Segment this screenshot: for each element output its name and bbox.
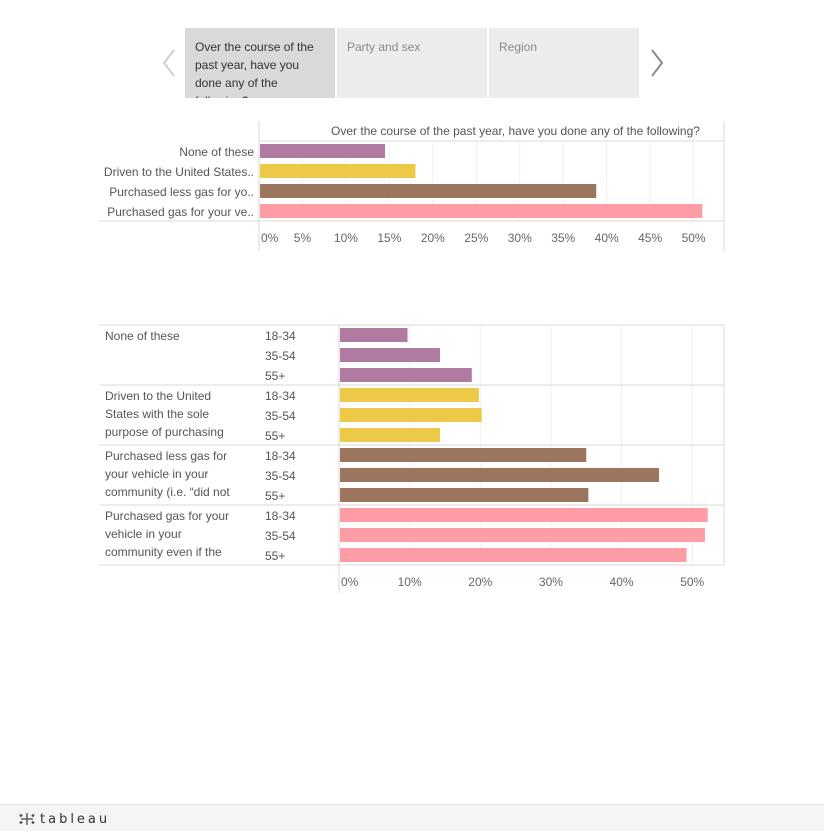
x-tick-label: 15% xyxy=(377,231,401,245)
age-group-label: 35-54 xyxy=(265,529,296,543)
tableau-wordmark: tableau xyxy=(40,811,111,827)
bar xyxy=(340,408,482,422)
category-label: Driven to the United States.. xyxy=(104,165,254,179)
x-tick-label: 50% xyxy=(680,575,704,589)
bar xyxy=(260,184,597,198)
bar xyxy=(340,368,472,382)
bar xyxy=(340,348,441,362)
bar xyxy=(260,144,386,158)
category-label: Purchased less gas for yo.. xyxy=(109,185,254,199)
story-navigator: Over the course of the past year, have y… xyxy=(158,28,678,98)
age-group-label: 35-54 xyxy=(265,409,296,423)
x-tick-label: 35% xyxy=(551,231,575,245)
category-label: None of these xyxy=(179,145,254,159)
x-tick-label: 10% xyxy=(398,575,422,589)
overall-bar-chart: Over the course of the past year, have y… xyxy=(99,121,725,251)
footer-bar: tableau xyxy=(0,804,824,831)
age-group-label: 18-34 xyxy=(265,389,296,403)
x-tick-label: 0% xyxy=(261,231,279,245)
bar xyxy=(340,548,687,562)
age-group-label: 18-34 xyxy=(265,509,296,523)
bar xyxy=(260,164,416,178)
age-group-label: 55+ xyxy=(265,549,285,563)
group-label: Purchased less gas for your vehicle in yo… xyxy=(105,449,230,499)
age-group-label: 35-54 xyxy=(265,469,296,483)
x-tick-label: 20% xyxy=(421,231,445,245)
x-tick-label: 25% xyxy=(464,231,488,245)
age-group-label: 35-54 xyxy=(265,349,296,363)
x-tick-label: 50% xyxy=(682,231,706,245)
age-group-label: 55+ xyxy=(265,489,285,503)
tab-party-and-sex[interactable]: Party and sex xyxy=(337,28,487,98)
tab-region[interactable]: Region xyxy=(489,28,639,98)
age-group-label: 55+ xyxy=(265,369,285,383)
bar xyxy=(340,488,589,502)
bar xyxy=(340,528,705,542)
x-tick-label: 10% xyxy=(334,231,358,245)
x-tick-label: 30% xyxy=(539,575,563,589)
group-label: Driven to the United States with the sole… xyxy=(105,389,224,439)
tableau-logo[interactable]: tableau xyxy=(18,811,110,827)
x-tick-label: 30% xyxy=(508,231,532,245)
age-bar-chart: None of these 18-34 35-54 55+ Driven to the … xyxy=(99,324,725,593)
chart-title: Over the course of the past year, have y… xyxy=(331,124,700,138)
bar xyxy=(340,468,660,482)
group-label: None of these xyxy=(105,329,180,343)
bar xyxy=(340,388,479,402)
bar xyxy=(340,428,441,442)
age-group-label: 55+ xyxy=(265,429,285,443)
x-tick-label: 0% xyxy=(341,575,359,589)
category-label: Purchased gas for your ve.. xyxy=(107,205,254,219)
group-label: Purchased gas for your vehicle in your com… xyxy=(105,509,229,559)
previous-arrow-icon[interactable] xyxy=(158,46,180,80)
age-group-label: 18-34 xyxy=(265,329,296,343)
bar xyxy=(340,448,587,462)
tableau-icon xyxy=(19,813,35,825)
x-tick-label: 20% xyxy=(468,575,492,589)
next-arrow-icon[interactable] xyxy=(646,46,668,80)
x-tick-label: 40% xyxy=(595,231,619,245)
tab-past-year-actions[interactable]: Over the course of the past year, have y… xyxy=(185,28,335,98)
x-tick-label: 5% xyxy=(294,231,312,245)
x-tick-label: 40% xyxy=(610,575,634,589)
bar xyxy=(260,204,703,218)
age-group-label: 18-34 xyxy=(265,449,296,463)
x-tick-label: 45% xyxy=(638,231,662,245)
bar xyxy=(340,508,708,522)
bar xyxy=(340,328,408,342)
